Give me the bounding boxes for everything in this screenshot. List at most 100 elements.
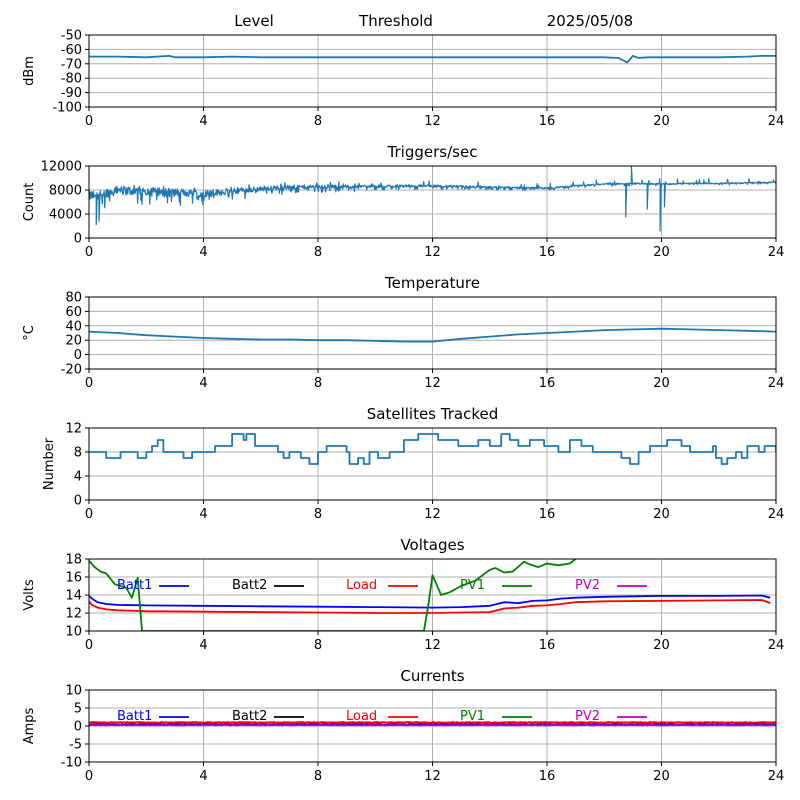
plot-area [89,327,776,343]
y-tick-label: 60 [65,305,82,320]
y-tick-label: 8000 [49,184,82,199]
panel-satellites: 0 4 8 12 16 20 24 0 4 8 12 Satellites Tracked Number [42,405,784,522]
x-tick-label: 12 [424,638,441,653]
series-line-load [89,721,776,724]
x-tick-label: 4 [199,507,207,522]
y-tick-label: 0 [74,720,82,735]
plot-area [89,559,771,631]
x-tick-label: 4 [199,245,207,260]
panel-title: Temperature [384,274,480,292]
y-tick-label: 12 [65,422,82,437]
y-tick-label: 20 [65,334,82,349]
x-tick-label: 4 [199,376,207,391]
legend-label: PV1 [460,709,485,724]
panel-title: Satellites Tracked [367,405,498,423]
y-axis-label: Amps [22,707,37,744]
x-tick-label: 12 [424,376,441,391]
y-tick-label: 12 [65,607,82,622]
legend-label: Batt1 [117,709,152,724]
y-axis-label: °C [22,325,37,341]
x-tick-label: 8 [314,507,322,522]
legend-label: Batt2 [232,578,267,593]
y-tick-label: 12000 [41,160,82,175]
x-tick-label: 24 [768,507,785,522]
series-line [89,166,776,232]
y-tick-label: 0 [74,348,82,363]
x-tick-label: 24 [768,376,785,391]
y-axis-label: dBm [22,56,37,86]
y-axis-label: Volts [22,579,37,611]
legend-label: Batt2 [232,709,267,724]
y-tick-label: -70 [61,57,82,72]
x-tick-label: 24 [768,638,785,653]
series-line-batt1 [89,594,771,609]
series-line [89,433,776,465]
series-line-load [89,599,771,614]
series-line-pv1 [89,559,577,631]
x-tick-label: 4 [199,114,207,129]
y-axis-label: Count [22,183,37,222]
y-axis-label: Number [42,437,57,490]
legend-label: Load [346,709,377,724]
x-tick-label: 0 [85,638,93,653]
axes-frame [88,34,777,108]
plot-area [89,55,776,64]
panel-title: Voltages [400,536,464,554]
y-tick-label: 16 [65,571,82,586]
plot-area [89,166,776,232]
y-tick-label: -50 [61,29,82,44]
y-tick-label: 10 [65,625,82,640]
y-tick-label: 0 [74,232,82,247]
x-tick-label: 12 [424,114,441,129]
y-tick-label: 14 [65,589,82,604]
x-tick-label: 20 [653,507,670,522]
y-tick-label: -5 [69,738,82,753]
y-tick-label: -20 [61,363,82,378]
series-line [89,327,776,343]
plot-area [89,721,776,727]
axes-frame [88,427,777,501]
series-line [89,55,776,64]
x-tick-label: 16 [539,507,556,522]
y-tick-label: 40 [65,319,82,334]
x-tick-label: 0 [85,769,93,784]
x-tick-label: 12 [424,769,441,784]
x-tick-label: 4 [199,769,207,784]
x-tick-label: 20 [653,769,670,784]
x-tick-label: 8 [314,638,322,653]
y-tick-label: 8 [74,446,82,461]
x-tick-label: 8 [314,114,322,129]
x-tick-label: 20 [653,638,670,653]
y-tick-label: -80 [61,72,82,87]
x-tick-label: 8 [314,769,322,784]
x-tick-label: 24 [768,114,785,129]
panel-level: 0 4 8 12 16 20 24 -50-60-70-80-90-100 Level Thres… [22,12,784,129]
y-tick-label: -100 [52,101,82,116]
x-tick-label: 4 [199,638,207,653]
x-tick-label: 12 [424,245,441,260]
axes-frame [88,689,777,763]
x-tick-label: 12 [424,507,441,522]
header-item: Level [234,12,274,30]
legend-label: PV1 [460,578,485,593]
x-tick-label: 20 [653,114,670,129]
x-tick-label: 0 [85,376,93,391]
x-tick-label: 16 [539,245,556,260]
x-tick-label: 0 [85,245,93,260]
y-tick-label: 0 [74,494,82,509]
x-tick-label: 24 [768,769,785,784]
header-item: Threshold [358,12,433,30]
x-tick-label: 0 [85,114,93,129]
y-tick-label: -90 [61,86,82,101]
y-tick-label: -60 [61,43,82,58]
y-tick-label: 5 [74,702,82,717]
x-tick-label: 16 [539,638,556,653]
x-tick-label: 16 [539,376,556,391]
series-line-pv2 [89,724,776,727]
y-tick-label: 4 [74,470,82,485]
panel-title: Triggers/sec [387,143,478,161]
header-item: 2025/05/08 [547,12,633,30]
panel-triggers: 0 4 8 12 16 20 24 0 4000 8000 12000 Triggers/sec Cou… [22,143,784,260]
